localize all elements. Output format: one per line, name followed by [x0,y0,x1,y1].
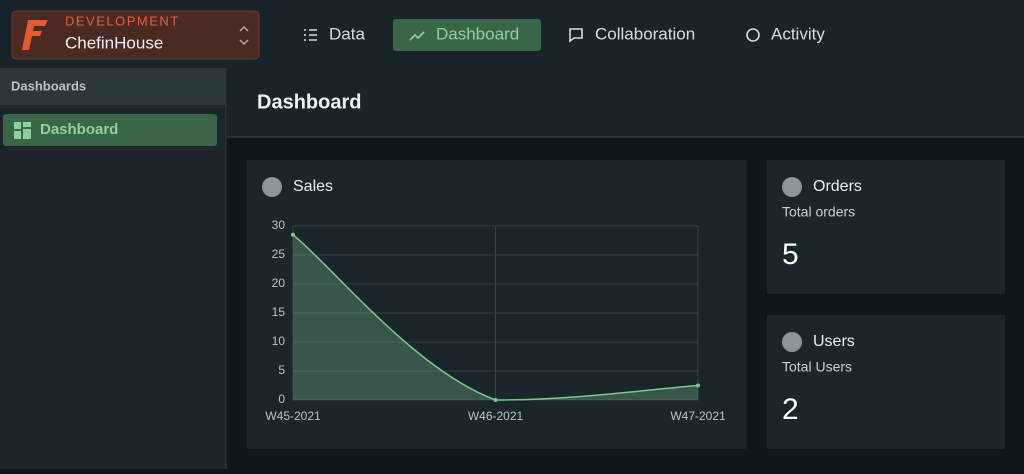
x-tick-label: W46-2021 [468,409,524,423]
sidebar-item[interactable] [3,114,217,146]
stat-card [767,160,1005,294]
card-icon [782,177,802,197]
card-value: 2 [782,393,799,426]
y-tick-label: 10 [272,334,286,348]
card-icon [262,177,282,197]
card-title: Users [813,333,855,350]
y-tick-label: 15 [272,305,286,319]
sidebar-header [0,68,226,105]
nav-item[interactable]: Dashboard [436,24,519,43]
stat-card [767,315,1005,449]
nav-item[interactable]: Data [329,24,365,43]
point [291,232,295,237]
point [696,383,700,388]
nav-icon [304,29,317,41]
page-title: Dashboard [257,91,361,113]
project-switcher[interactable] [11,10,260,60]
chart-title: Sales [293,178,333,195]
sidebar-title: Dashboards [11,78,86,93]
nav-item[interactable]: Activity [771,24,825,43]
y-tick-label: 0 [278,392,285,406]
nav-icon [746,28,760,42]
env-label: DEVELOPMENT [65,13,180,28]
card-subtitle: Total Users [782,359,852,375]
area [293,234,698,400]
nav-icon [409,31,425,41]
sidebar-icon [14,122,31,139]
card-icon [782,332,802,352]
project-name: ChefinHouse [65,33,163,52]
x-tick-label: W45-2021 [265,409,321,423]
y-tick-label: 30 [272,218,286,232]
x-tick-label: W47-2021 [670,409,726,423]
y-tick-label: 20 [272,276,286,290]
sidebar-item-label[interactable]: Dashboard [40,121,118,138]
card-subtitle: Total orders [782,204,855,220]
page-header [227,68,1024,137]
y-tick-label: 5 [278,363,285,377]
logo [22,20,48,50]
nav-active[interactable] [393,19,541,51]
nav-icon [569,28,583,43]
y-tick-label: 25 [272,247,286,261]
point [493,398,498,402]
card-value: 5 [782,238,799,271]
nav-item[interactable]: Collaboration [595,24,695,43]
chevrons [239,25,249,46]
card-title: Orders [813,178,862,195]
